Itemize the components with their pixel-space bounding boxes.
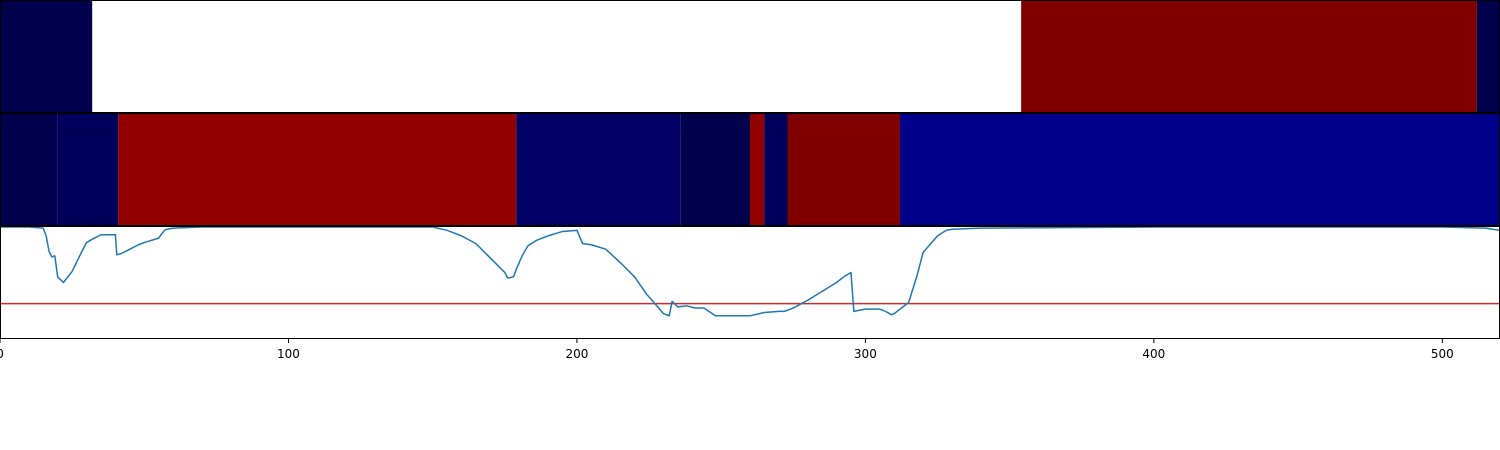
heatmap-segment [0, 0, 93, 113]
heatmap-segment [118, 113, 517, 226]
heatmap-segment [1476, 0, 1500, 113]
heatmap-segment [764, 113, 788, 226]
heatmap-segment [92, 0, 1022, 113]
line-plot-panel [0, 226, 1500, 317]
heatmap-strip-top [0, 0, 1500, 113]
heatmap-segment [900, 113, 1500, 226]
heatmap-segment [1021, 0, 1477, 113]
heatmap-segment [57, 113, 119, 226]
heatmap-segment [787, 113, 900, 226]
x-tick-label: 0 [0, 347, 4, 361]
x-tick-label: 100 [277, 347, 300, 361]
score-line [0, 226, 1500, 317]
x-tick-label: 200 [565, 347, 588, 361]
x-axis: 0 100 200 300 400 500 [0, 339, 1454, 361]
heatmap-segment [680, 113, 750, 226]
heatmap-strip-middle [0, 113, 1500, 226]
x-tick-label: 400 [1142, 347, 1165, 361]
heatmap-segment [750, 113, 765, 226]
x-tick-label: 300 [854, 347, 877, 361]
heatmap-segment [516, 113, 681, 226]
x-tick-label: 500 [1431, 347, 1454, 361]
heatmap-segment [0, 113, 58, 226]
line-plot-frame [0, 226, 1500, 339]
